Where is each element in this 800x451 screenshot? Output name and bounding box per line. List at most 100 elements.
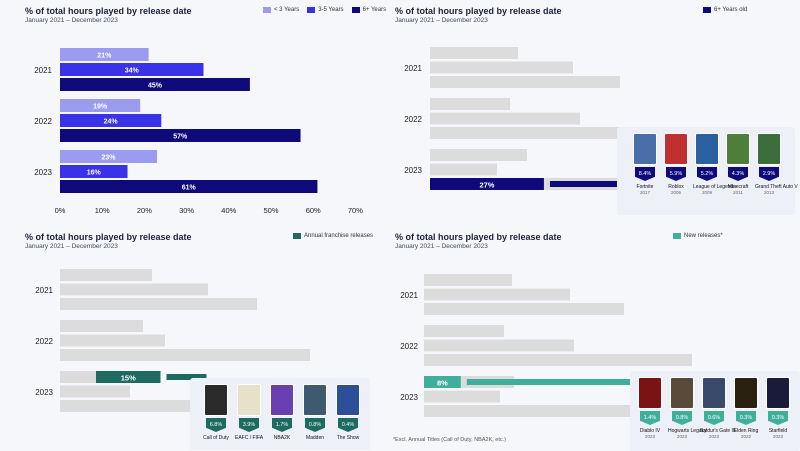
game-name: Diablo IV: [639, 428, 661, 434]
bar: [60, 150, 158, 163]
game-name: EAFC / FIFA: [235, 435, 264, 441]
game-cover-image: [726, 133, 750, 165]
category-label: 2023: [35, 388, 53, 397]
bar-value-label: 34%: [125, 68, 140, 75]
bar: [424, 390, 500, 403]
game-tile: 0.3% Starfield 2023: [764, 377, 792, 440]
x-tick-label: 40%: [221, 206, 236, 215]
legend-item: < 3 Years: [263, 7, 299, 13]
bar: [430, 127, 670, 139]
game-year: 2023: [644, 434, 655, 439]
game-name: Minecraft: [727, 184, 749, 190]
game-name: Fortnite: [636, 184, 654, 190]
game-tile: 0.6% Baldur's Gate III 2023: [700, 377, 736, 440]
x-tick-label: 60%: [306, 206, 321, 215]
highlight-bar: [96, 371, 161, 383]
game-share-badge: 0.3%: [768, 411, 788, 425]
highlight-bar: [424, 376, 461, 388]
game-share-badge: 0.8%: [305, 418, 325, 432]
game-cover-image: [204, 384, 228, 416]
game-share-badge: 0.3%: [736, 411, 756, 425]
bar: [430, 149, 527, 161]
legend-label: 3-5 Years: [318, 7, 344, 13]
game-share-badge: 6.8%: [206, 418, 226, 432]
chart-panel-new-releases: % of total hours played by release date …: [370, 226, 800, 451]
bar: [424, 325, 504, 337]
chart-legend: < 3 Years 3-5 Years 6+ Years: [263, 7, 386, 13]
bar: [424, 405, 634, 417]
bar: [430, 112, 580, 125]
bar: [430, 47, 518, 59]
chart-subtitle: January 2021 – December 2023: [25, 243, 118, 250]
game-year: 2006: [670, 190, 681, 195]
legend-label: Annual franchise releases: [304, 233, 374, 239]
bar: [60, 114, 162, 127]
game-cover-image: [695, 133, 719, 165]
bar: [430, 61, 573, 74]
game-year: 2011: [733, 190, 743, 195]
category-label: 2021: [400, 291, 418, 300]
x-tick-label: 10%: [95, 206, 110, 215]
legend-swatch: [293, 233, 301, 239]
bar: [424, 339, 574, 352]
category-label: 2021: [34, 66, 52, 75]
highlight-connector: [166, 374, 207, 380]
game-cover-image: [734, 377, 758, 409]
game-tile: 1.4% Diablo IV 2023: [636, 377, 664, 440]
bar-value-label: 23%: [102, 155, 117, 162]
game-tile: 0.8% Madden: [301, 384, 329, 441]
bar: [60, 385, 130, 398]
game-name: Grand Theft Auto V: [755, 184, 798, 190]
game-cover-image: [336, 384, 360, 416]
highlight-value-label: 15%: [121, 374, 136, 383]
bar: [60, 180, 318, 193]
highlight-connector: [466, 379, 632, 385]
chart-plot: 2021 2022 2023 8%: [400, 274, 692, 417]
game-cover-image: [633, 133, 657, 165]
game-share-badge: 0.6%: [704, 411, 724, 425]
game-share-badge: 1.7%: [272, 418, 292, 432]
bar: [60, 349, 310, 361]
highlight-value-label: 27%: [479, 181, 494, 190]
game-cover-image: [757, 133, 781, 165]
category-label: 2023: [400, 393, 418, 402]
game-share-badge: 0.4%: [338, 418, 358, 432]
game-name: Call of Duty: [203, 435, 229, 441]
game-year: 2023: [708, 434, 719, 439]
game-share-badge: 3.9%: [239, 418, 259, 432]
game-name: Baldur's Gate III: [700, 428, 736, 434]
x-tick-label: 20%: [137, 206, 152, 215]
category-label: 2022: [400, 342, 418, 351]
bar-value-label: 45%: [148, 83, 163, 90]
chart-panel-6plus: % of total hours played by release date …: [370, 0, 798, 225]
chart-title: % of total hours played by release date: [395, 232, 562, 242]
game-name: NBA2K: [273, 435, 291, 441]
legend-item: 3-5 Years: [307, 7, 344, 13]
legend-item: 6+ Years: [351, 7, 386, 13]
category-label: 2022: [34, 117, 52, 126]
legend-label: < 3 Years: [274, 7, 300, 13]
bar: [430, 98, 510, 110]
game-year: 2013: [763, 190, 774, 195]
bar: [60, 99, 141, 112]
game-share-badge: 5.9%: [666, 167, 686, 181]
bar: [60, 165, 128, 178]
chart-title: % of total hours played by release date: [395, 6, 562, 16]
legend-swatch: [703, 7, 711, 13]
game-cover-image: [237, 384, 261, 416]
game-year: 2009: [701, 190, 712, 195]
bar-value-label: 61%: [182, 185, 197, 192]
game-tile: 1.7% NBA2K: [268, 384, 296, 441]
bar-value-label: 21%: [97, 53, 112, 60]
game-tile: 8.4% Fortnite 2017: [631, 133, 659, 196]
bar: [60, 298, 257, 310]
category-label: 2023: [34, 168, 52, 177]
bar: [424, 288, 570, 301]
bar: [60, 129, 301, 142]
game-name: Roblox: [668, 184, 684, 190]
game-share-badge: 2.9%: [759, 167, 779, 181]
bar-value-label: 16%: [87, 170, 102, 177]
game-cover-image: [670, 377, 694, 409]
x-tick-label: 30%: [179, 206, 194, 215]
chart-legend: Annual franchise releases: [293, 233, 373, 239]
